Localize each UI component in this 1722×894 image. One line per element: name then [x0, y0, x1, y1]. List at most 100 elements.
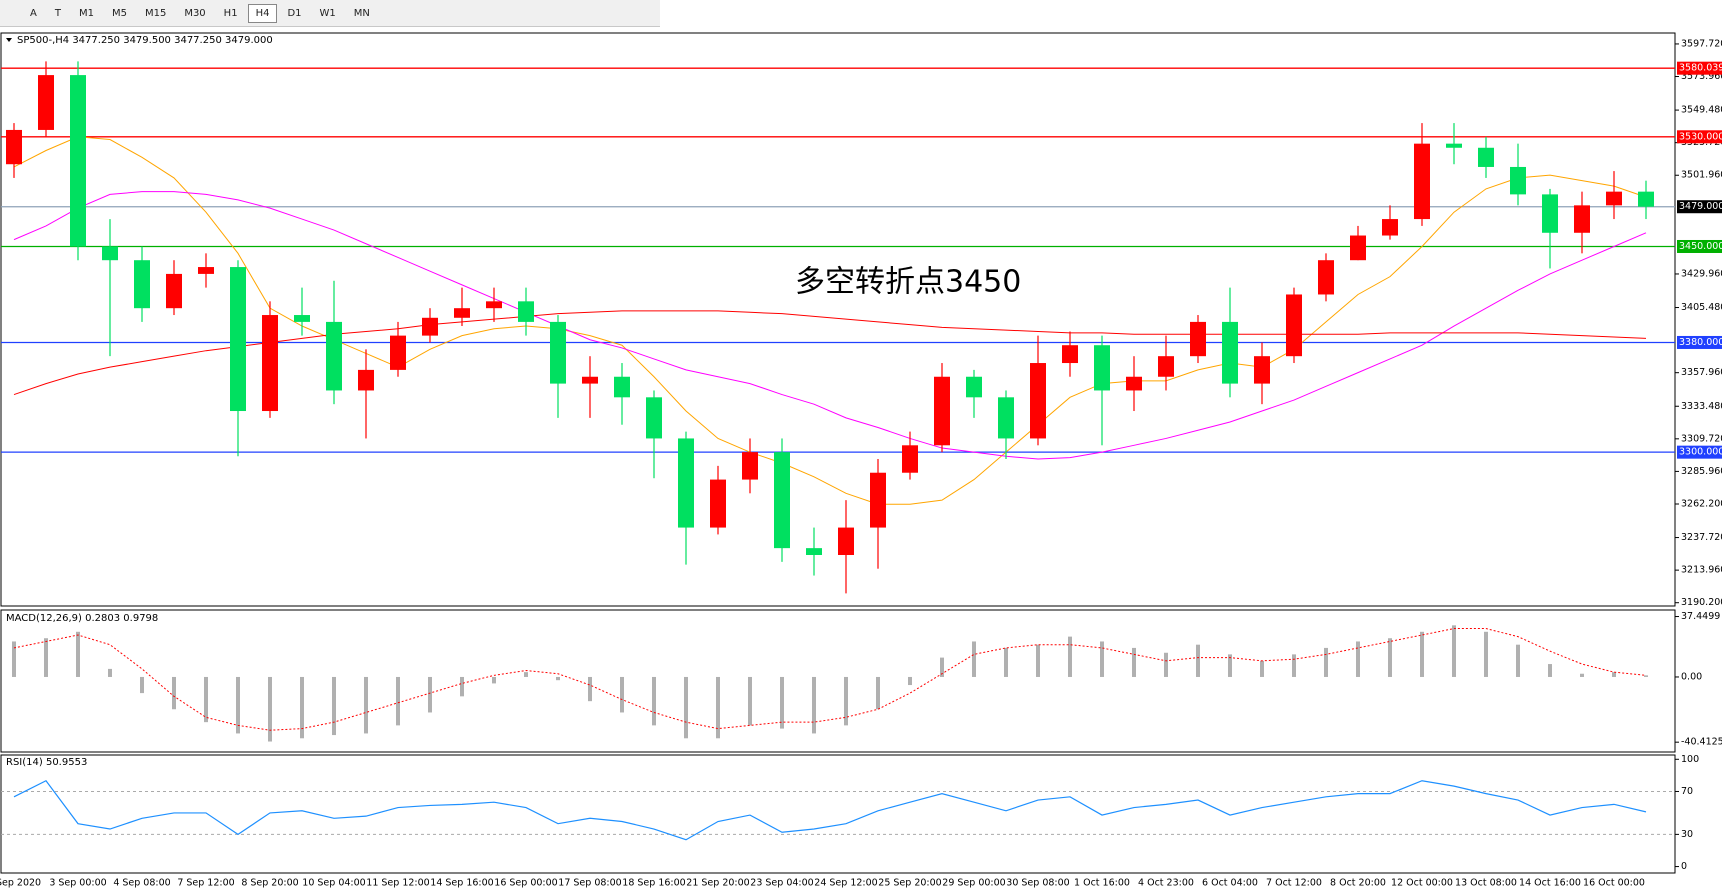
x-tick-label: 12 Oct 00:00	[1391, 878, 1453, 889]
candle-body	[70, 75, 86, 247]
macd-bar	[1452, 625, 1456, 677]
x-tick-label: 17 Sep 08:00	[558, 878, 621, 889]
toolbar: A T M1 M5 M15 M30 H1 H4 D1 W1 MN	[0, 0, 660, 27]
macd-header: MACD(12,26,9) 0.2803 0.9798	[6, 613, 158, 624]
candle-body	[390, 335, 406, 370]
toolbar-button[interactable]: M1	[78, 7, 94, 19]
level-label: 3300.000	[1679, 447, 1722, 458]
candle-body	[454, 308, 470, 318]
candle-body	[742, 452, 758, 480]
candle-body	[1318, 260, 1334, 295]
x-tick-label: 18 Sep 16:00	[622, 878, 685, 889]
macd-bar	[1420, 631, 1424, 677]
candle-body	[550, 321, 566, 384]
y-tick-label: 3429.960	[1681, 268, 1722, 279]
macd-bar	[780, 676, 784, 729]
macd-bar	[1548, 664, 1552, 677]
macd-bar	[844, 676, 848, 726]
level-label: 3479.000	[1679, 201, 1722, 212]
toolbar-button[interactable]: H4	[247, 3, 278, 23]
candle-body	[358, 369, 374, 391]
candle-body	[1094, 345, 1110, 391]
candle-body	[134, 260, 150, 309]
macd-bar	[1228, 654, 1232, 677]
level-label-bg	[1677, 130, 1722, 144]
candle-body	[710, 479, 726, 528]
macd-bar	[1644, 675, 1648, 677]
toolbar-button[interactable]: H1	[223, 7, 238, 19]
x-tick-label: 25 Sep 20:00	[878, 878, 941, 889]
x-tick-label: 21 Sep 20:00	[686, 878, 749, 889]
moving-average	[13, 310, 1647, 396]
y-tick-label: 3213.960	[1681, 565, 1722, 576]
macd-bar	[556, 676, 560, 681]
candle-body	[1382, 219, 1398, 236]
x-tick-label: 16 Sep 00:00	[494, 878, 557, 889]
y-tick-label: 3549.480	[1681, 105, 1722, 116]
candle-body	[774, 452, 790, 549]
panel-frame	[0, 609, 1676, 753]
macd-bar	[908, 676, 912, 686]
macd-bar	[684, 676, 688, 739]
y-tick-label: 100	[1681, 754, 1699, 765]
y-tick-label: 3285.960	[1681, 466, 1722, 477]
candle-body	[646, 397, 662, 439]
candle-body	[102, 246, 118, 261]
x-tick-label: 7 Oct 12:00	[1266, 878, 1322, 889]
macd-bar	[620, 676, 624, 713]
x-tick-label: 1 Sep 2020	[0, 878, 41, 889]
panel-frame	[0, 32, 1676, 607]
macd-bar	[268, 676, 272, 742]
candle-body	[326, 321, 342, 391]
candle-body	[1254, 356, 1270, 384]
macd-bar	[76, 631, 80, 677]
y-tick-label: 37.4499	[1681, 611, 1720, 622]
macd-bar	[1164, 652, 1168, 677]
candle-body	[1638, 191, 1654, 207]
macd-bar	[1356, 641, 1360, 677]
x-tick-label: 1 Oct 16:00	[1074, 878, 1130, 889]
macd-bar	[492, 676, 496, 684]
toolbar-button[interactable]: M15	[144, 7, 167, 19]
macd-bar	[716, 676, 720, 739]
x-tick-label: 16 Oct 00:00	[1583, 878, 1645, 889]
y-tick-label: 3309.720	[1681, 433, 1722, 444]
y-tick-label: 70	[1681, 786, 1693, 797]
macd-bar	[876, 676, 880, 710]
candle-body	[870, 472, 886, 528]
macd-bar	[1132, 647, 1136, 677]
y-tick-label: 3573.960	[1681, 71, 1722, 82]
candle-body	[582, 376, 598, 384]
y-tick-label: 3262.200	[1681, 498, 1722, 509]
x-tick-label: 7 Sep 12:00	[177, 878, 234, 889]
macd-bar	[108, 668, 112, 677]
macd-bar	[1516, 644, 1520, 677]
toolbar-button[interactable]: W1	[319, 7, 336, 19]
macd-bar	[396, 676, 400, 726]
level-label: 3450.000	[1679, 241, 1722, 252]
toolbar-button[interactable]: T	[54, 7, 61, 19]
macd-bar	[588, 676, 592, 702]
y-tick-label: 3333.480	[1681, 401, 1722, 412]
moving-average	[13, 136, 1647, 505]
y-tick-label: 3405.480	[1681, 302, 1722, 313]
macd-bar	[652, 676, 656, 726]
level-label-bg	[1677, 61, 1722, 75]
toolbar-button[interactable]: M30	[184, 7, 206, 19]
macd-bar	[428, 676, 432, 713]
y-tick-label: 3190.200	[1681, 597, 1722, 608]
toolbar-button[interactable]: A	[30, 7, 37, 19]
candle-body	[806, 548, 822, 555]
candle-body	[838, 527, 854, 555]
candle-body	[614, 376, 630, 398]
toolbar-button[interactable]: MN	[353, 7, 370, 19]
toolbar-button[interactable]: D1	[287, 7, 302, 19]
level-label: 3380.000	[1679, 337, 1722, 348]
y-tick-label: -40.4125	[1681, 737, 1722, 748]
toolbar-button[interactable]: M5	[111, 7, 127, 19]
macd-bar	[172, 676, 176, 710]
macd-bar	[44, 638, 48, 677]
candle-body	[1222, 321, 1238, 384]
x-tick-label: 11 Sep 12:00	[366, 878, 429, 889]
macd-bar	[524, 672, 528, 677]
